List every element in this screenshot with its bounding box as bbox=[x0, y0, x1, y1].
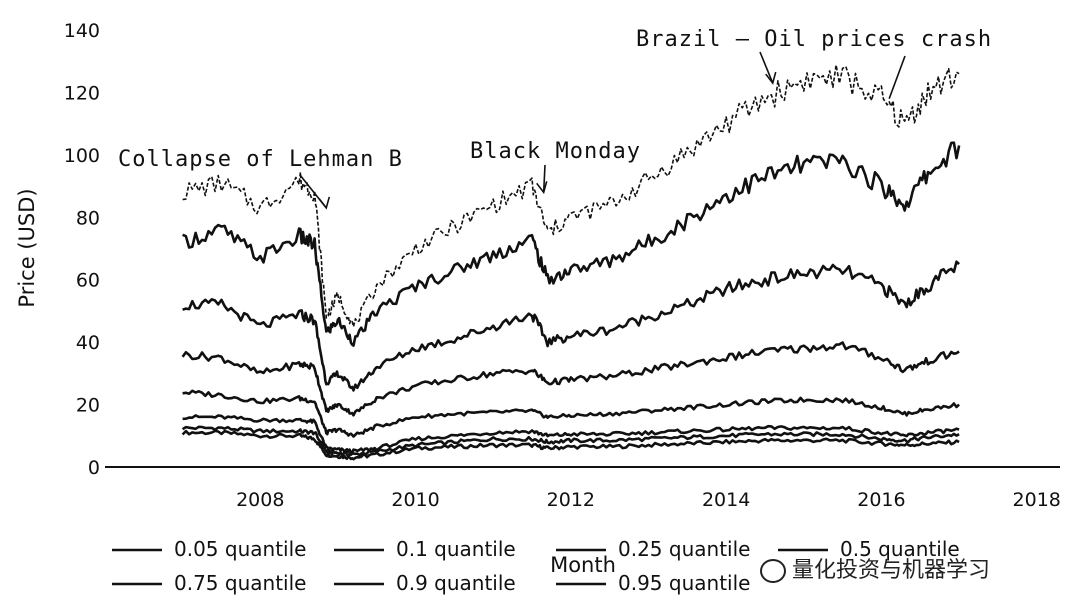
x-tick-label: 2008 bbox=[236, 489, 284, 511]
y-axis-title: Price (USD) bbox=[15, 188, 39, 307]
legend-label: 0.75 quantile bbox=[174, 571, 306, 595]
annotation-label: Black Monday bbox=[470, 139, 641, 164]
series-line bbox=[181, 341, 960, 417]
watermark-text: 量化投资与机器学习 bbox=[792, 558, 991, 583]
wechat-icon bbox=[760, 559, 786, 583]
annotation-layer: Collapse of Lehman B Black Monday Brazil –… bbox=[118, 27, 992, 210]
series-line bbox=[181, 425, 960, 457]
x-tick-label: 2010 bbox=[391, 489, 439, 511]
x-tick-label: 2014 bbox=[702, 489, 750, 511]
series-line bbox=[182, 389, 960, 438]
annotation-arrowhead bbox=[765, 71, 777, 85]
x-tick-label: 2016 bbox=[857, 489, 905, 511]
legend-label: 0.1 quantile bbox=[396, 537, 516, 561]
x-axis-title: Month bbox=[550, 553, 616, 577]
legend: 0.05 quantile 0.1 quantile 0.25 quantile 0.… bbox=[112, 537, 960, 595]
annotation-arrowhead bbox=[318, 196, 331, 210]
legend-label: 0.5 quantile bbox=[840, 537, 960, 561]
legend-label: 0.25 quantile bbox=[618, 537, 750, 561]
x-axis: 2008 2010 2012 2014 2016 2018 bbox=[105, 466, 1061, 511]
y-tick-label: 120 bbox=[64, 82, 100, 104]
annotation-arrow bbox=[888, 55, 906, 99]
y-tick-label: 40 bbox=[76, 332, 100, 354]
annotation-arrow bbox=[759, 51, 774, 84]
series-line bbox=[182, 414, 960, 455]
y-tick-label: 20 bbox=[76, 395, 100, 417]
legend-label: 0.95 quantile bbox=[618, 571, 750, 595]
series-line bbox=[182, 260, 960, 392]
x-tick-label: 2018 bbox=[1013, 489, 1061, 511]
annotation-label: Collapse of Lehman B bbox=[118, 147, 403, 172]
y-tick-label: 60 bbox=[76, 270, 100, 292]
y-axis: 0 20 40 60 80 100 120 140 bbox=[64, 20, 100, 479]
legend-label: 0.9 quantile bbox=[396, 571, 516, 595]
y-tick-label: 0 bbox=[88, 457, 100, 479]
watermark: 量化投资与机器学习 bbox=[760, 552, 990, 584]
y-tick-label: 100 bbox=[64, 145, 100, 167]
series-line bbox=[181, 429, 960, 461]
series-line bbox=[182, 64, 960, 328]
series-line bbox=[182, 141, 961, 347]
annotation-arrow bbox=[542, 164, 546, 193]
legend-label: 0.05 quantile bbox=[174, 537, 306, 561]
series-layer bbox=[181, 64, 961, 461]
y-tick-label: 80 bbox=[76, 207, 100, 229]
x-tick-label: 2012 bbox=[547, 489, 595, 511]
annotation-arrowhead bbox=[536, 181, 548, 195]
y-tick-label: 140 bbox=[64, 20, 100, 42]
annotation-label: Brazil – Oil prices crash bbox=[636, 27, 992, 52]
